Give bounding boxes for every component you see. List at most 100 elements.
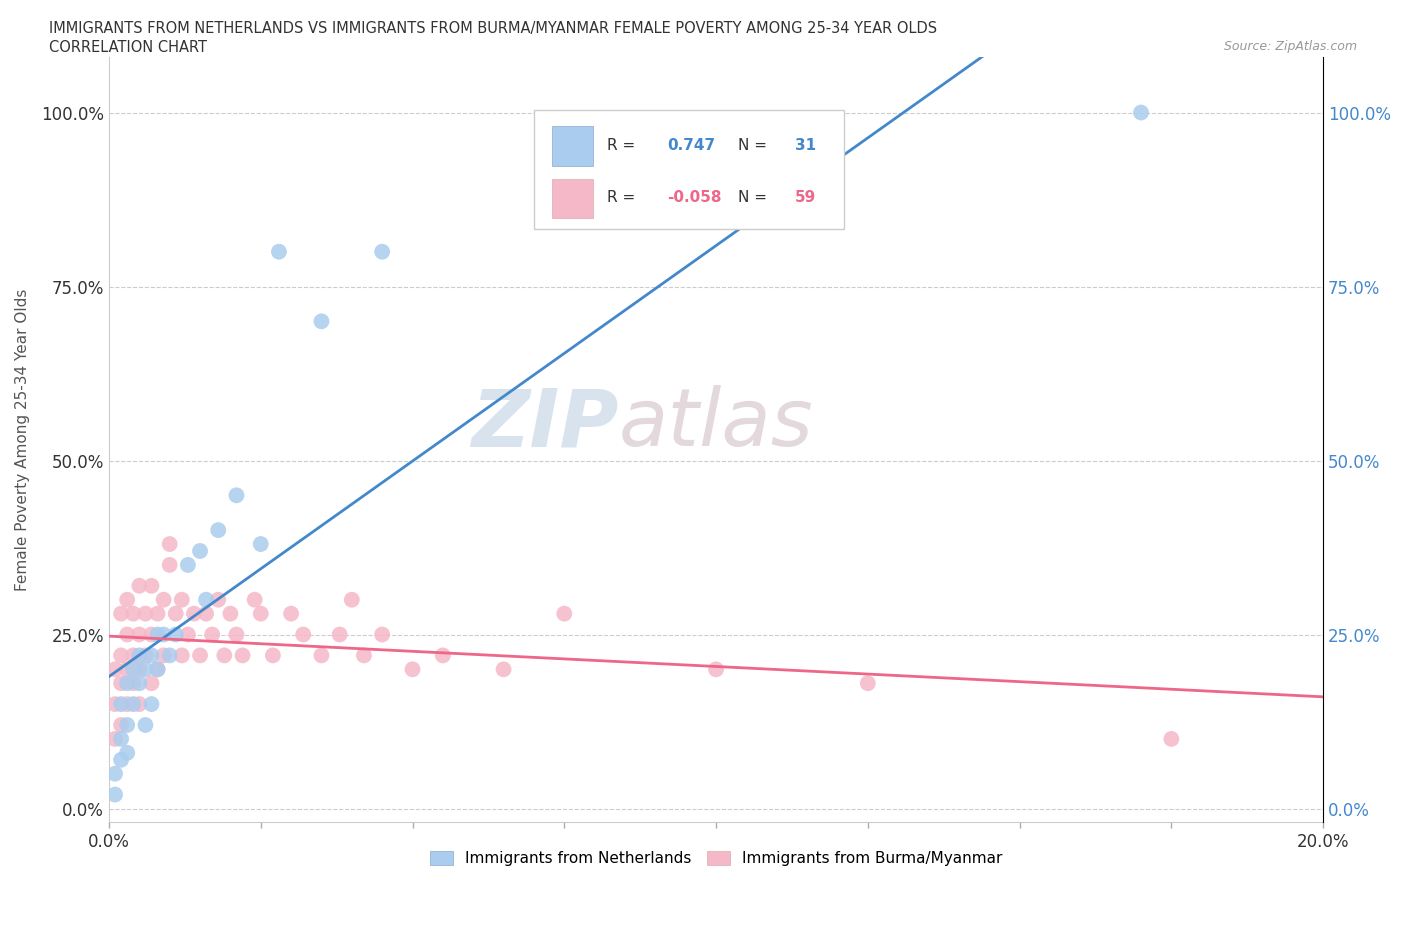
Text: atlas: atlas (619, 385, 814, 463)
Text: CORRELATION CHART: CORRELATION CHART (49, 40, 207, 55)
Point (128, 697, 150, 711)
Point (104, 697, 127, 711)
Point (292, 627, 315, 642)
Text: Source: ZipAtlas.com: Source: ZipAtlas.com (1223, 40, 1357, 53)
Point (856, 676, 879, 691)
Point (165, 627, 187, 642)
Point (146, 627, 169, 642)
Point (110, 697, 132, 711)
Point (195, 592, 218, 607)
Point (432, 648, 454, 663)
Point (170, 648, 193, 663)
Point (128, 627, 150, 642)
Point (128, 662, 150, 677)
Point (225, 488, 247, 503)
Point (146, 662, 169, 677)
Legend: Immigrants from Netherlands, Immigrants from Burma/Myanmar: Immigrants from Netherlands, Immigrants … (423, 845, 1008, 872)
Point (553, 606, 575, 621)
Point (115, 676, 138, 691)
Point (177, 627, 200, 642)
Point (104, 732, 127, 747)
Point (146, 662, 169, 677)
Text: R =: R = (607, 138, 640, 153)
Point (159, 648, 181, 663)
Point (110, 648, 132, 663)
Point (267, 245, 290, 259)
Point (122, 648, 145, 663)
Point (329, 627, 352, 642)
Point (146, 606, 169, 621)
Point (152, 627, 174, 642)
FancyBboxPatch shape (553, 126, 593, 166)
Point (115, 627, 138, 642)
Text: R =: R = (607, 190, 640, 206)
Point (1130, 105, 1153, 120)
Point (243, 592, 266, 607)
Point (115, 592, 138, 607)
Text: 31: 31 (794, 138, 815, 153)
Point (195, 606, 218, 621)
Point (492, 662, 515, 677)
Point (115, 745, 138, 760)
Point (110, 606, 132, 621)
Point (165, 606, 187, 621)
Point (141, 676, 163, 691)
Point (249, 537, 271, 551)
Point (115, 662, 138, 677)
Point (170, 592, 193, 607)
Point (340, 592, 363, 607)
Point (231, 648, 253, 663)
FancyBboxPatch shape (553, 179, 593, 219)
Point (183, 606, 205, 621)
Point (401, 662, 423, 677)
Point (152, 648, 174, 663)
Point (177, 557, 200, 572)
Point (122, 662, 145, 677)
Point (104, 787, 127, 802)
Point (122, 606, 145, 621)
Text: -0.058: -0.058 (668, 190, 723, 206)
Point (159, 537, 181, 551)
Point (311, 648, 333, 663)
Text: 59: 59 (794, 190, 817, 206)
FancyBboxPatch shape (534, 111, 844, 229)
Point (262, 648, 284, 663)
Point (134, 718, 156, 733)
Y-axis label: Female Poverty Among 25-34 Year Olds: Female Poverty Among 25-34 Year Olds (15, 288, 30, 591)
Point (128, 648, 150, 663)
Point (141, 648, 163, 663)
Point (110, 718, 132, 733)
Text: N =: N = (738, 138, 772, 153)
Point (201, 627, 224, 642)
Point (704, 662, 727, 677)
Point (311, 314, 333, 329)
Text: ZIP: ZIP (471, 385, 619, 463)
Point (134, 648, 156, 663)
Point (219, 606, 242, 621)
Point (280, 606, 302, 621)
Point (128, 578, 150, 593)
Point (152, 592, 174, 607)
Point (141, 578, 163, 593)
Point (134, 662, 156, 677)
Point (207, 523, 229, 538)
Text: IMMIGRANTS FROM NETHERLANDS VS IMMIGRANTS FROM BURMA/MYANMAR FEMALE POVERTY AMON: IMMIGRANTS FROM NETHERLANDS VS IMMIGRANT… (49, 21, 938, 36)
Point (1160, 732, 1182, 747)
Point (214, 648, 236, 663)
Point (371, 245, 394, 259)
Point (104, 766, 127, 781)
Point (188, 648, 211, 663)
Point (110, 752, 132, 767)
Point (371, 627, 394, 642)
Text: N =: N = (738, 190, 772, 206)
Point (207, 592, 229, 607)
Point (188, 543, 211, 558)
Point (115, 697, 138, 711)
Point (110, 676, 132, 691)
Point (249, 606, 271, 621)
Point (134, 606, 156, 621)
Point (141, 627, 163, 642)
Point (104, 662, 127, 677)
Point (353, 648, 375, 663)
Point (225, 627, 247, 642)
